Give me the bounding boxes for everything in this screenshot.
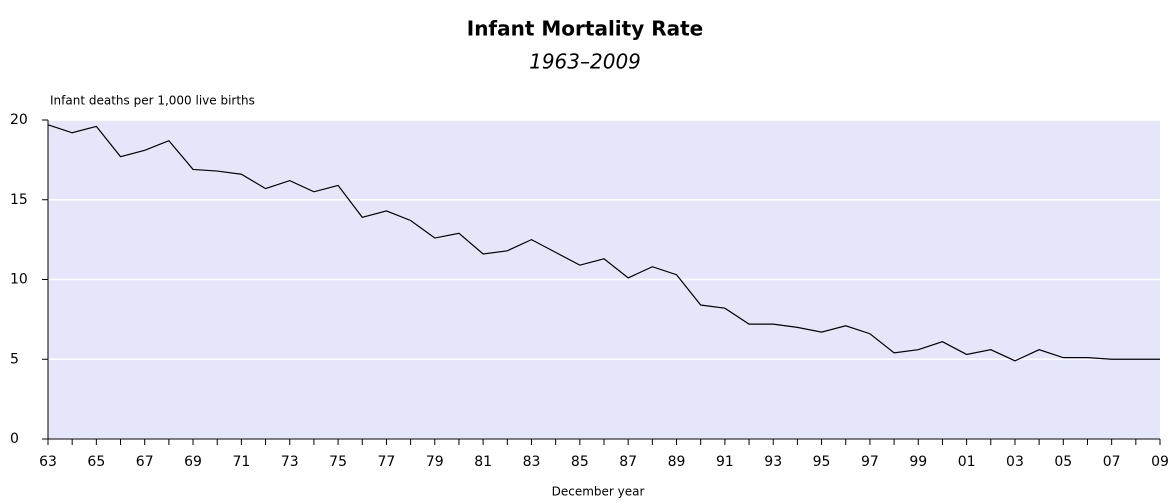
x-tick-label: 89 — [668, 454, 686, 470]
x-tick-label: 09 — [1151, 454, 1169, 470]
x-tick-label: 93 — [764, 454, 782, 470]
x-tick-label: 77 — [378, 454, 396, 470]
x-tick-label: 75 — [329, 454, 347, 470]
x-tick-label: 01 — [958, 454, 976, 470]
y-tick-label: 0 — [10, 431, 19, 447]
x-tick-label: 63 — [39, 454, 57, 470]
x-tick-label: 03 — [1006, 454, 1024, 470]
line — [47, 124, 1160, 362]
x-tick-label: 81 — [474, 454, 492, 470]
x-tick-label: 71 — [232, 454, 250, 470]
x-tick-label: 85 — [571, 454, 589, 470]
x-tick-label: 99 — [909, 454, 927, 470]
x-tick-label: 67 — [136, 454, 154, 470]
x-tick-label: 91 — [716, 454, 734, 470]
x-tick-label: 95 — [813, 454, 831, 470]
x-tick-label: 73 — [281, 454, 299, 470]
x-tick-label: 65 — [87, 454, 105, 470]
y-tick-label: 15 — [10, 192, 28, 208]
x-tick-label: 97 — [861, 454, 879, 470]
x-tick-label: 79 — [426, 454, 444, 470]
x-tick-label: 05 — [1054, 454, 1072, 470]
x-tick-label: 07 — [1103, 454, 1121, 470]
y-tick-label: 20 — [10, 112, 28, 128]
chart-subtitle: 1963–2009 — [529, 50, 641, 74]
y-tick-label: 10 — [10, 272, 28, 288]
x-tick-label: 69 — [184, 454, 202, 470]
y-axis-label: Infant deaths per 1,000 live births — [50, 94, 255, 108]
x-axis-label: December year — [552, 485, 645, 499]
x-tick-label: 83 — [523, 454, 541, 470]
y-tick-label: 5 — [10, 351, 19, 367]
x-tick-label: 87 — [619, 454, 637, 470]
chart-title: Infant Mortality Rate — [467, 17, 704, 41]
